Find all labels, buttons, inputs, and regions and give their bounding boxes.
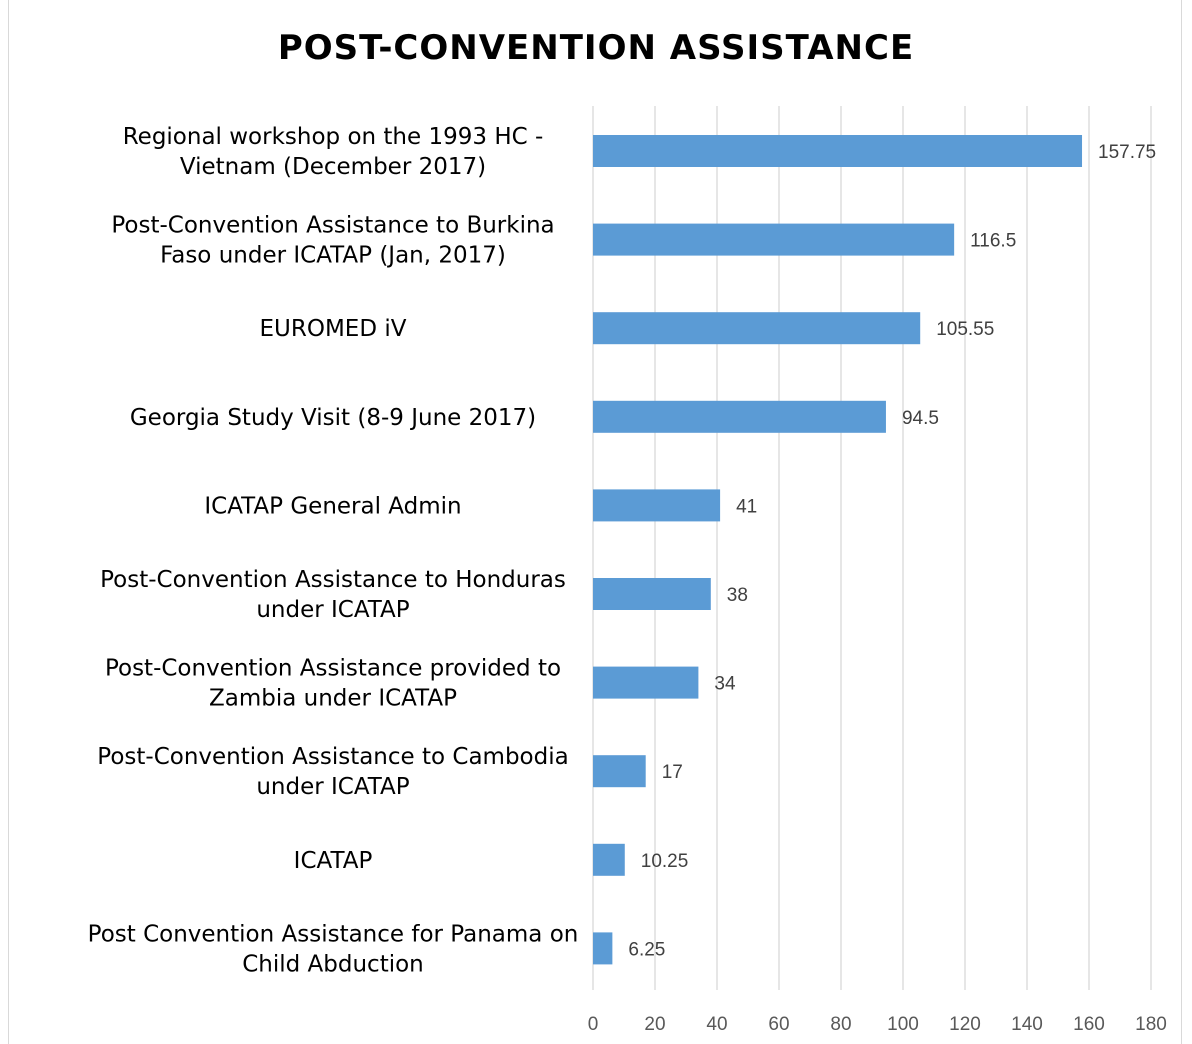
data-label: 94.5: [902, 408, 939, 429]
category-label-line: under ICATAP: [256, 597, 409, 623]
category-labels: Regional workshop on the 1993 HC - Vietna…: [88, 124, 579, 977]
x-tick-label: 60: [768, 1014, 789, 1035]
category-label-line: Regional workshop on the 1993 HC -: [123, 124, 544, 150]
data-label: 41: [736, 496, 757, 517]
category-label: Post-Convention Assistance to Cambodia un…: [97, 744, 568, 800]
x-tick-label: 180: [1135, 1014, 1167, 1035]
category-label: Georgia Study Visit (8-9 June 2017): [130, 405, 536, 431]
data-label: 17: [662, 762, 683, 783]
x-tick-label: 0: [588, 1014, 599, 1035]
category-label-line: Post-Convention Assistance to Honduras: [100, 567, 566, 593]
category-label-line: ICATAP General Admin: [204, 493, 461, 519]
bars: [593, 135, 1083, 965]
category-label-line: Vietnam (December 2017): [180, 154, 486, 180]
data-label: 38: [727, 585, 748, 606]
category-label: ICATAP General Admin: [204, 493, 461, 519]
value-labels: 157.75 116.5 105.55 94.5 41 38 34 17 10.25 6.25: [628, 142, 1156, 960]
bar: [593, 135, 1083, 167]
category-label-line: Post-Convention Assistance to Burkina: [111, 213, 554, 239]
category-label-line: Georgia Study Visit (8-9 June 2017): [130, 405, 536, 431]
category-label-line: under ICATAP: [256, 774, 409, 800]
x-tick-label: 40: [706, 1014, 727, 1035]
category-label: Regional workshop on the 1993 HC - Vietna…: [123, 124, 544, 180]
bar: [593, 223, 955, 256]
data-label: 105.55: [936, 319, 994, 340]
chart-title: POST-CONVENTION ASSISTANCE: [277, 28, 915, 68]
bar: [593, 932, 613, 965]
bar: [593, 312, 921, 345]
data-label: 6.25: [628, 939, 665, 960]
x-tick-label: 120: [949, 1014, 981, 1035]
category-label-line: Faso under ICATAP (Jan, 2017): [160, 243, 506, 269]
category-label-line: Post-Convention Assistance to Cambodia: [97, 744, 568, 770]
category-label-line: ICATAP: [294, 848, 373, 874]
data-label: 34: [714, 674, 736, 695]
category-label: EUROMED iV: [260, 316, 407, 342]
gridlines: [592, 106, 1152, 990]
category-label: Post Convention Assistance for Panama on…: [88, 921, 579, 977]
bar: [593, 489, 721, 522]
bar: [593, 843, 625, 876]
bar: [593, 400, 886, 433]
category-label: Post-Convention Assistance to Burkina Fas…: [111, 213, 554, 269]
category-label: Post-Convention Assistance provided to Za…: [105, 656, 561, 712]
data-label: 157.75: [1098, 142, 1156, 163]
x-tick-label: 20: [644, 1014, 665, 1035]
category-label-line: Zambia under ICATAP: [209, 686, 457, 712]
category-label-line: Post-Convention Assistance provided to: [105, 656, 561, 682]
x-tick-label: 160: [1073, 1014, 1105, 1035]
bar: [593, 755, 646, 788]
category-label-line: EUROMED iV: [260, 316, 407, 342]
x-axis-tick-labels: 0 20 40 60 80 100 120 140 160 180: [588, 1014, 1167, 1035]
data-label: 116.5: [970, 231, 1016, 252]
x-tick-label: 140: [1011, 1014, 1043, 1035]
data-label: 10.25: [641, 851, 689, 872]
chart-frame: [8, 0, 1182, 1044]
x-tick-label: 100: [887, 1014, 919, 1035]
category-label: ICATAP: [294, 848, 373, 874]
category-label: Post-Convention Assistance to Honduras un…: [100, 567, 566, 623]
category-label-line: Child Abduction: [242, 951, 424, 977]
bar: [593, 578, 711, 610]
category-label-line: Post Convention Assistance for Panama on: [88, 921, 579, 947]
x-tick-label: 80: [830, 1014, 851, 1035]
bar: [593, 666, 699, 699]
